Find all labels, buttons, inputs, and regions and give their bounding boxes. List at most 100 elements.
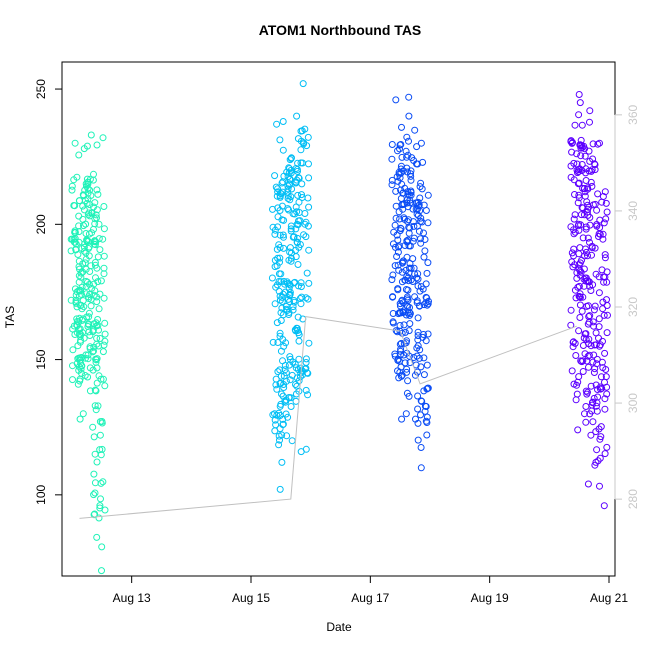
series-2-point: [268, 274, 276, 282]
series-4-point: [571, 121, 579, 129]
series-3-point: [396, 300, 404, 308]
series-1-point: [91, 386, 99, 394]
series-2-point: [302, 386, 310, 394]
series-2-point: [279, 146, 287, 154]
series-4-point: [576, 301, 584, 309]
series-4-point: [575, 327, 583, 335]
series-4-point: [578, 358, 586, 366]
series-2-point: [298, 191, 305, 199]
series-4-point: [598, 358, 606, 366]
series-2-point: [284, 192, 292, 200]
series-4-point: [601, 405, 609, 413]
series-4-point: [602, 199, 610, 207]
series-4-point: [598, 384, 606, 392]
series-4-point: [601, 251, 609, 259]
series-4-point: [575, 168, 582, 176]
series-3-point: [417, 235, 424, 243]
series-4-point: [578, 121, 586, 129]
series-4-point: [585, 340, 592, 348]
plot-area: [67, 80, 611, 575]
x-tick-label: Aug 19: [471, 591, 509, 605]
series-1-point: [79, 410, 87, 418]
y2-tick-label: 280: [626, 489, 640, 509]
series-3-point: [404, 203, 412, 211]
series-3-point: [417, 444, 425, 451]
series-2-point: [286, 244, 294, 252]
series-4-point: [584, 480, 592, 488]
series-1-point: [93, 334, 101, 342]
series-3-point: [395, 242, 403, 250]
series-2-point: [294, 234, 301, 242]
series-4-point: [595, 315, 603, 323]
series-2-point: [289, 306, 297, 314]
series-4-point: [595, 323, 603, 331]
series-1-point: [83, 142, 91, 150]
series-3-point: [413, 368, 421, 376]
series-4-point: [571, 191, 578, 198]
series-4-point: [574, 222, 582, 230]
series-4-point: [597, 385, 604, 393]
series-1-point: [100, 203, 108, 210]
series-2-point: [295, 209, 303, 216]
series-2-point: [276, 412, 284, 419]
series-3-point: [420, 371, 428, 379]
series-1-point: [99, 348, 107, 356]
series-4-point: [570, 380, 578, 388]
series-3-point: [389, 293, 397, 301]
axes: Aug 13 Aug 15 Aug 17 Aug 19 Aug 21 100 150 200 2…: [34, 79, 640, 605]
series-1-point: [82, 255, 90, 263]
series-4-point: [575, 111, 583, 119]
series-2-point: [278, 458, 286, 466]
series-3-point: [422, 417, 430, 425]
series-4-point: [584, 234, 592, 242]
series-1-point: [67, 247, 75, 255]
series-1-point: [84, 278, 91, 286]
series-3-point: [403, 196, 411, 204]
series-4-point: [576, 294, 584, 301]
series-1-point: [95, 220, 103, 228]
y-tick-label: 150: [34, 349, 48, 369]
series-4-point: [595, 289, 603, 297]
series-1-point: [96, 418, 104, 426]
series-1-point: [98, 543, 106, 551]
series-3-point: [423, 413, 431, 421]
series-2-point: [299, 159, 306, 167]
series-1-point: [75, 212, 83, 220]
series-2-point: [305, 339, 313, 347]
series-4-point: [596, 224, 604, 232]
series-1-point: [92, 387, 100, 395]
series-4-point: [588, 182, 596, 190]
series-2-point: [299, 80, 307, 88]
series-3-point: [410, 222, 418, 230]
series-4-point: [592, 402, 600, 410]
series-2-point: [304, 133, 312, 141]
series-3-point: [397, 345, 405, 353]
series-1-point: [79, 315, 87, 323]
series-2-point: [294, 221, 302, 229]
series-3-point: [398, 268, 406, 276]
series-2-point: [271, 300, 279, 308]
series-3-point: [401, 328, 409, 336]
series-1-point: [82, 290, 90, 298]
series-3-point: [397, 372, 405, 380]
series-2-point: [272, 283, 280, 291]
series-1-point: [91, 479, 99, 487]
series-1-point: [82, 220, 90, 228]
series-4-point: [570, 176, 578, 184]
series-2-point: [304, 295, 312, 303]
series-1-point: [76, 415, 84, 423]
series-3-point: [424, 330, 432, 338]
series-2-point: [279, 178, 287, 186]
series-1-point: [93, 458, 101, 466]
series-3-point: [407, 170, 414, 178]
series-2-point: [285, 164, 293, 172]
series-4-point: [572, 352, 580, 359]
series-1-point: [82, 230, 90, 237]
series-1-point: [90, 280, 98, 288]
series-4-point: [582, 225, 590, 233]
series-3-point: [406, 264, 413, 272]
series-2-point: [280, 277, 288, 285]
series-1-point: [91, 489, 99, 497]
